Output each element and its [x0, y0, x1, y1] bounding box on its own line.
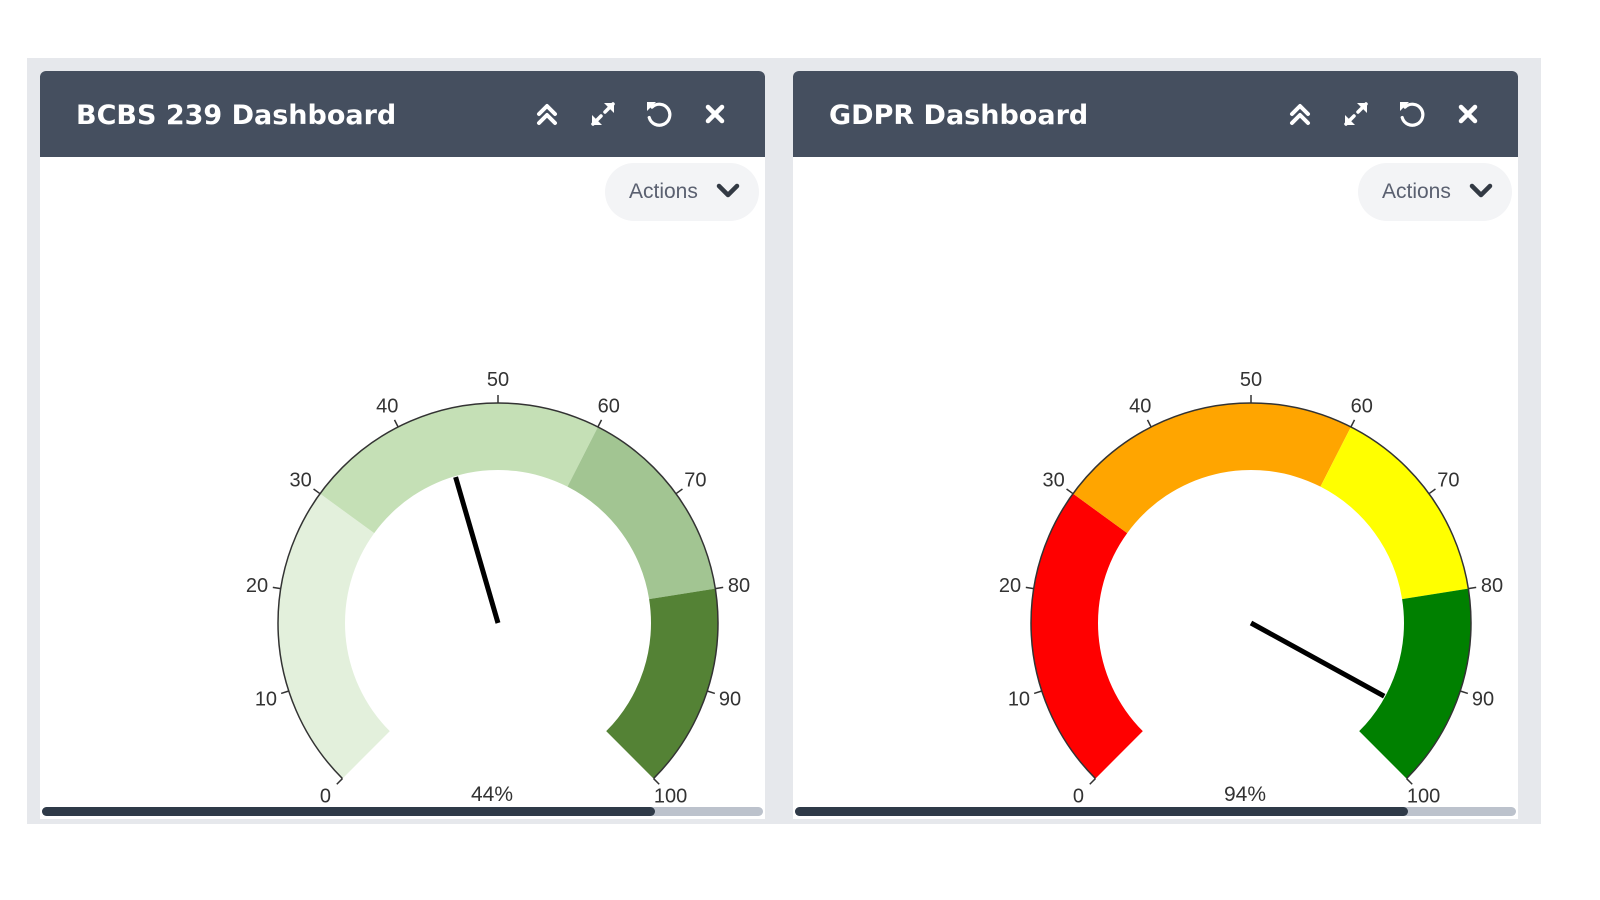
panel-title: GDPR Dashboard [829, 100, 1089, 131]
chevron-down-icon [1469, 183, 1493, 198]
close-icon [1458, 104, 1478, 124]
gauge-tick-label: 0 [320, 786, 331, 807]
gauge-tick-label: 80 [728, 575, 750, 597]
gauge-tick-label: 0 [1073, 786, 1084, 807]
dashboard-panel-gdpr: GDPR Dashboard [793, 71, 1518, 819]
gauge-band-2 [567, 426, 716, 600]
gauge-band-3 [1359, 588, 1471, 779]
gauge-needle [1249, 620, 1386, 699]
gauge-tick-label: 40 [1129, 396, 1151, 418]
scrollbar-thumb[interactable] [795, 807, 1408, 816]
close-icon [705, 104, 725, 124]
actions-dropdown[interactable]: Actions [1358, 163, 1512, 221]
gauge-tick [272, 586, 281, 590]
gauge-tick [1146, 419, 1152, 428]
gauge-tick-label: 80 [1481, 575, 1503, 597]
gauge-tick [1089, 778, 1096, 785]
gauge-tick [1428, 488, 1436, 495]
gauge-tick-label: 10 [1008, 688, 1030, 710]
expand-arrows-icon [591, 102, 615, 126]
collapse-button[interactable] [530, 97, 564, 131]
gauge-band-0 [1031, 493, 1143, 779]
maximize-button[interactable] [1339, 97, 1373, 131]
gauge-value-label: 44% [471, 783, 513, 806]
double-chevron-up-icon [1290, 104, 1310, 125]
gauge-tick-label: 20 [999, 575, 1021, 597]
refresh-button[interactable] [642, 97, 676, 131]
gauge-tick-label: 90 [1472, 688, 1494, 710]
gauge-tick-label: 100 [654, 786, 687, 807]
gauge-tick [280, 690, 289, 695]
actions-label: Actions [1382, 180, 1451, 203]
gauge-tick [1468, 586, 1477, 590]
gauge-band-3 [606, 588, 718, 779]
gauge-tick-label: 100 [1407, 786, 1440, 807]
panel-header: BCBS 239 Dashboard [40, 71, 765, 157]
panel-header: GDPR Dashboard [793, 71, 1518, 157]
gauge-band-0 [277, 493, 390, 779]
refresh-icon [1400, 102, 1425, 127]
gauge-tick [393, 419, 399, 428]
gauge-tick-label: 70 [1437, 470, 1459, 492]
actions-label: Actions [629, 180, 698, 203]
actions-dropdown[interactable]: Actions [605, 163, 759, 221]
gauge-tick-label: 30 [1042, 470, 1064, 492]
gauge-value-label: 94% [1224, 783, 1266, 806]
double-chevron-up-icon [537, 104, 557, 125]
horizontal-scrollbar[interactable] [795, 807, 1516, 816]
gauge-tick-label: 50 [1240, 369, 1262, 391]
gauge-tick [675, 488, 683, 495]
maximize-button[interactable] [586, 97, 620, 131]
gauge-tick-label: 40 [376, 396, 398, 418]
gauge-tick-label: 70 [684, 470, 706, 492]
gauge-tick [1350, 419, 1356, 428]
gauge-band-1 [1073, 402, 1351, 534]
gauge-tick-label: 90 [719, 688, 741, 710]
close-button[interactable] [698, 97, 732, 131]
gauge-tick-label: 20 [246, 575, 268, 597]
close-button[interactable] [1451, 97, 1485, 131]
horizontal-scrollbar[interactable] [42, 807, 763, 816]
gauge-tick [1460, 690, 1469, 695]
collapse-button[interactable] [1283, 97, 1317, 131]
scrollbar-thumb[interactable] [42, 807, 655, 816]
gauge-tick-label: 10 [255, 688, 277, 710]
dashboard-area: BCBS 239 Dashboard [27, 58, 1541, 824]
chevron-down-icon [716, 183, 740, 198]
refresh-icon [647, 102, 672, 127]
gauge-tick-label: 60 [1351, 396, 1373, 418]
gauge-tick [597, 419, 603, 428]
gauge-tick [336, 778, 343, 785]
expand-arrows-icon [1344, 102, 1368, 126]
gauge-tick [1406, 778, 1413, 785]
gauge-tick [313, 488, 321, 495]
gauge-tick-label: 30 [289, 470, 311, 492]
gauge-band-2 [1320, 426, 1469, 600]
gauge-tick [653, 778, 660, 785]
gauge-tick [707, 690, 716, 695]
gauge-tick [1066, 488, 1074, 495]
gauge-tick [715, 586, 724, 590]
dashboard-panel-bcbs239: BCBS 239 Dashboard [40, 71, 765, 819]
gauge-tick [1025, 586, 1034, 590]
gauge-tick [1033, 690, 1042, 695]
gauge-tick-label: 60 [598, 396, 620, 418]
refresh-button[interactable] [1395, 97, 1429, 131]
gauge-band-1 [320, 402, 598, 534]
panel-title: BCBS 239 Dashboard [76, 100, 397, 131]
gauge-tick-label: 50 [487, 369, 509, 391]
gauge-needle [453, 476, 501, 624]
